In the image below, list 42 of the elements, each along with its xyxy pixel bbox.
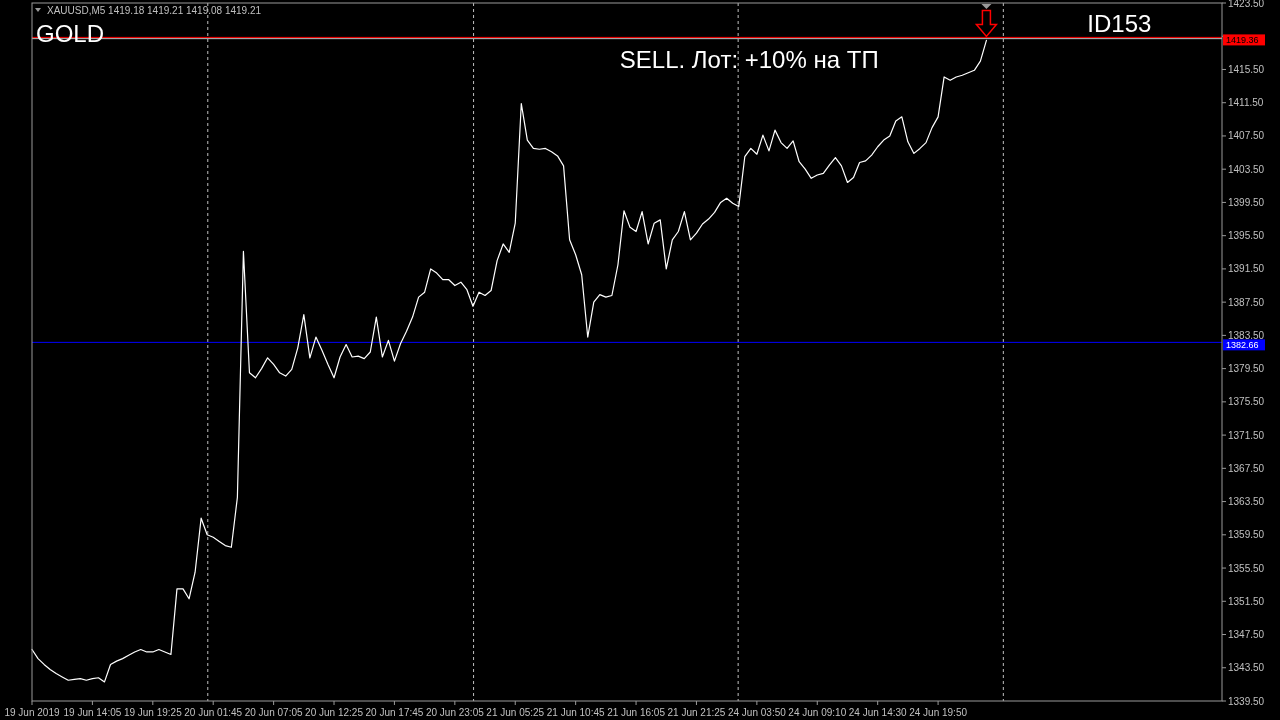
y-tick-label: 1391.50: [1228, 263, 1265, 275]
annotation: SELL. Лот: +10% на ТП: [619, 46, 879, 73]
x-tick-label: 20 Jun 01:45: [184, 707, 243, 718]
y-tick-label: 1359.50: [1228, 529, 1265, 541]
x-tick-label: 24 Jun 14:30: [848, 707, 908, 718]
x-tick-label: 24 Jun 09:10: [788, 707, 847, 718]
x-tick-label: 19 Jun 2019: [4, 707, 60, 718]
x-tick-label: 19 Jun 14:05: [63, 707, 122, 718]
x-tick-label: 21 Jun 21:25: [667, 707, 726, 718]
y-tick-label: 1379.50: [1228, 363, 1265, 375]
x-tick-label: 20 Jun 12:25: [305, 707, 364, 718]
y-tick-label: 1423.50: [1228, 0, 1265, 9]
x-tick-label: 20 Jun 17:45: [365, 707, 424, 718]
y-tick-label: 1343.50: [1228, 662, 1265, 674]
y-tick-label: 1399.50: [1228, 196, 1265, 208]
ref-line-label: 1382.66: [1226, 340, 1259, 351]
y-tick-label: 1403.50: [1228, 163, 1265, 175]
ref-line-label: 1419.36: [1226, 35, 1259, 46]
y-tick-label: 1407.50: [1228, 130, 1265, 142]
y-tick-label: 1371.50: [1228, 429, 1265, 441]
y-tick-label: 1387.50: [1228, 296, 1265, 308]
y-tick-label: 1375.50: [1228, 396, 1265, 408]
y-tick-label: 1351.50: [1228, 595, 1265, 607]
x-tick-label: 21 Jun 10:45: [546, 707, 606, 718]
x-tick-label: 20 Jun 07:05: [244, 707, 303, 718]
y-tick-label: 1383.50: [1228, 329, 1265, 341]
y-tick-label: 1355.50: [1228, 562, 1265, 574]
y-tick-label: 1363.50: [1228, 496, 1265, 508]
annotation: ID153: [1087, 10, 1152, 37]
y-tick-label: 1415.50: [1228, 63, 1265, 75]
x-tick-label: 24 Jun 19:50: [909, 707, 968, 718]
y-tick-label: 1339.50: [1228, 695, 1265, 707]
x-tick-label: 21 Jun 05:25: [486, 707, 545, 718]
y-tick-label: 1367.50: [1228, 462, 1265, 474]
chart-subtitle: XAUUSD,M5 1419.18 1419.21 1419.08 1419.21: [47, 5, 262, 16]
y-tick-label: 1347.50: [1228, 629, 1265, 641]
y-tick-label: 1395.50: [1228, 230, 1265, 242]
x-tick-label: 20 Jun 23:05: [425, 707, 485, 718]
x-tick-label: 19 Jun 19:25: [123, 707, 183, 718]
y-tick-label: 1411.50: [1228, 97, 1264, 109]
x-tick-label: 24 Jun 03:50: [727, 707, 787, 718]
x-tick-label: 21 Jun 16:05: [607, 707, 666, 718]
